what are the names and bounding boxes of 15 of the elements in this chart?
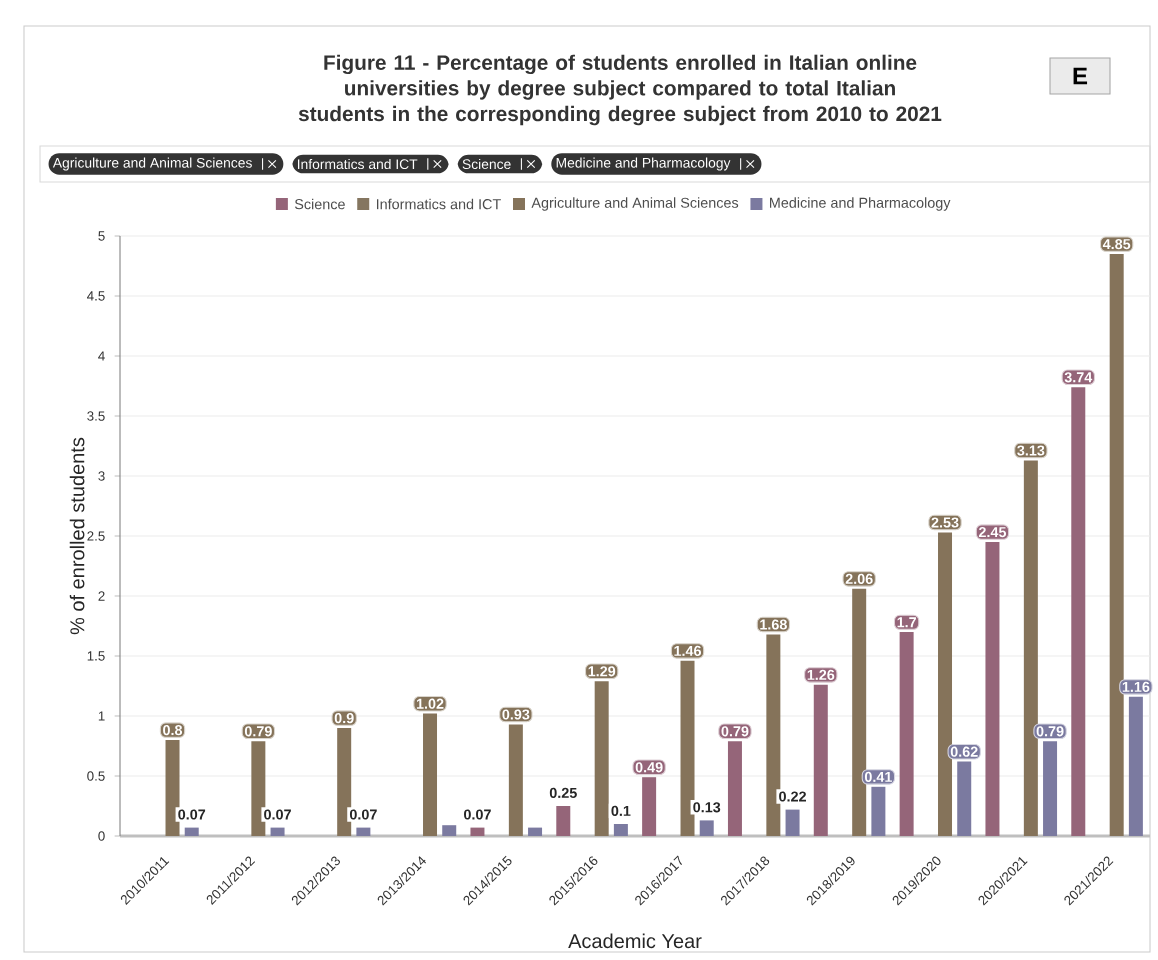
chart-title: Figure 11 - Percentage of students enrolled in Italian online universities by degree subject compared to total Italian students in the corresponding degree subject from 2010 to 2021 bbox=[298, 54, 942, 126]
x-axis-title: Academic Year bbox=[568, 933, 702, 949]
y-axis-title: % of enrolled students bbox=[69, 437, 85, 635]
bar bbox=[1128, 696, 1143, 837]
text: E bbox=[1073, 67, 1088, 85]
bar bbox=[470, 827, 485, 837]
bar bbox=[556, 806, 571, 837]
bar bbox=[699, 820, 714, 837]
bar bbox=[442, 825, 457, 837]
bar bbox=[785, 809, 800, 837]
bar bbox=[356, 827, 371, 837]
bar bbox=[270, 827, 285, 837]
bar bbox=[613, 824, 628, 837]
bar bbox=[184, 827, 199, 837]
bar bbox=[528, 827, 543, 837]
